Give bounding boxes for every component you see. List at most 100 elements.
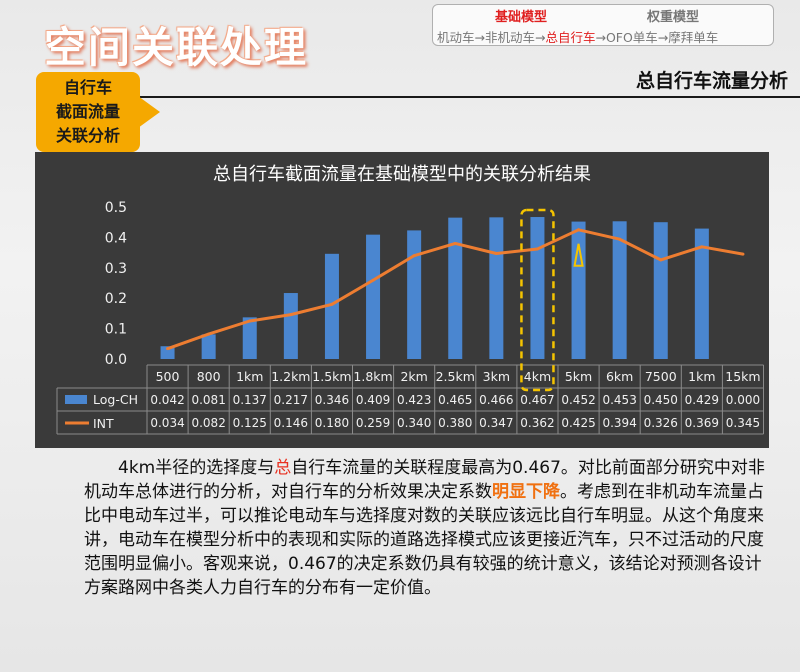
nav-tab-weight-model[interactable]: 权重模型 [647,10,700,25]
x-tick-label: 1.5km [312,369,351,384]
x-tick-label: 2km [400,369,427,384]
chart-title: 总自行车截面流量在基础模型中的关联分析结果 [213,164,591,185]
data-label-logch: 0.137 [233,393,267,407]
x-tick-label: 1.2km [271,369,310,384]
data-label-logch: 0.217 [274,393,308,407]
page-title: 空间关联处理 [44,23,309,72]
x-tick-label: 6km [606,369,633,384]
line-point [535,247,539,251]
bar [489,217,504,359]
x-tick-label: 500 [156,369,180,384]
section-title: 总自行车流量分析 [635,70,788,92]
line-point [741,252,745,256]
line-point [453,241,457,245]
data-label-logch: 0.042 [150,393,184,407]
bar [448,217,463,359]
bar [653,222,668,359]
y-tick-label: 0.3 [105,261,127,277]
bar [242,317,257,359]
bar [571,221,586,359]
line-point [659,258,663,262]
x-tick-label: 1km [688,369,715,384]
bar [160,346,175,359]
bar [612,221,627,359]
x-tick-label: 1.8km [353,369,392,384]
data-label-logch: 0.450 [644,393,678,407]
bar [201,334,216,359]
data-label-logch: 0.465 [438,393,472,407]
bar [324,253,339,359]
data-label-int: 0.425 [561,416,595,430]
line-point [330,302,334,306]
line-point [207,332,211,336]
data-label-logch: 0.000 [726,393,760,407]
tag-line-1: 自行车 [63,78,112,97]
y-tick-label: 0.1 [105,322,127,338]
data-label-logch: 0.452 [561,393,595,407]
highlight-box [520,208,555,392]
data-label-int: 0.340 [397,416,431,430]
tag-line-3: 关联分析 [55,126,120,145]
data-label-logch: 0.423 [397,393,431,407]
chart-panel: 总自行车截面流量在基础模型中的关联分析结果 0.0 0.1 0.2 0.3 0.4 0.5 5… [35,152,769,448]
data-label-int: 0.394 [602,416,636,430]
bar [283,293,298,359]
para-text-3: 。考虑到在非机动车流量占比中电动车过半，可以推论电动车与选择度对数的关联应该远比… [84,482,764,598]
data-label-int: 0.180 [315,416,349,430]
tag-arrow-icon [138,96,160,128]
bar [694,228,709,359]
line-point [700,245,704,249]
legend-label-logch: Log-CH [93,392,138,407]
section-tag-text: 自行车 截面流量 关联分析 [36,76,140,148]
correlation-chart: 总自行车截面流量在基础模型中的关联分析结果 0.0 0.1 0.2 0.3 0.4 0.5 5… [56,164,764,435]
para-highlight-decline: 明显下降 [492,482,560,502]
data-label-logch: 0.409 [356,393,390,407]
data-label-logch: 0.453 [602,393,636,407]
legend-swatch-logch [65,395,87,404]
line-point [577,228,581,232]
data-label-int: 0.380 [438,416,472,430]
line-point [248,319,252,323]
y-tick-label: 0.2 [105,291,127,307]
data-label-int: 0.326 [644,416,678,430]
line-point [166,347,170,351]
bar [530,217,545,359]
data-label-logch: 0.346 [315,393,349,407]
x-tick-label: 5km [565,369,592,384]
data-label-int: 0.082 [191,416,225,430]
data-label-int: 0.362 [520,416,554,430]
y-tick-label: 0.4 [105,230,127,246]
y-tick-label: 0.5 [105,200,127,216]
x-tick-label: 2.5km [436,369,475,384]
section-divider [130,96,800,98]
data-label-int: 0.347 [479,416,513,430]
bar [407,230,422,359]
line-point [371,278,375,282]
para-text-1: 4km半径的选择度与 [118,458,275,478]
x-tick-label: 1km [236,369,263,384]
para-highlight-total: 总 [274,458,292,478]
analysis-paragraph: 4km半径的选择度与总自行车流量的关联程度最高为0.467。对比前面部分研究中对… [84,456,774,600]
line-point [289,313,293,317]
data-label-int: 0.369 [685,416,719,430]
data-label-logch: 0.467 [520,393,554,407]
data-label-int: 0.259 [356,416,390,430]
legend-label-int: INT [93,416,114,431]
data-label-logch: 0.466 [479,393,513,407]
data-label-int: 0.146 [274,416,308,430]
bar [366,234,381,359]
nav-flow: 机动车→非机动车→总自行车→OFO单车→摩拜单车 [437,27,718,46]
nav-flow-part1: 机动车→非机动车→ [437,30,546,45]
data-label-logch: 0.081 [191,393,225,407]
model-nav: 基础模型 权重模型 机动车→非机动车→总自行车→OFO单车→摩拜单车 [432,4,774,46]
data-label-int: 0.034 [150,416,184,430]
line-point [494,252,498,256]
x-tick-label: 3km [483,369,510,384]
x-tick-label: 7500 [645,369,677,384]
nav-flow-active[interactable]: 总自行车 [545,30,596,45]
line-point [412,254,416,258]
para-text-2: 自行车流量的关联程度最高为0.467。对比前面部分研究中对非机动车总体进行的分析… [84,458,765,502]
section-tag [36,72,140,152]
data-label-int: 0.125 [233,416,267,430]
nav-tab-base-model[interactable]: 基础模型 [495,10,548,25]
